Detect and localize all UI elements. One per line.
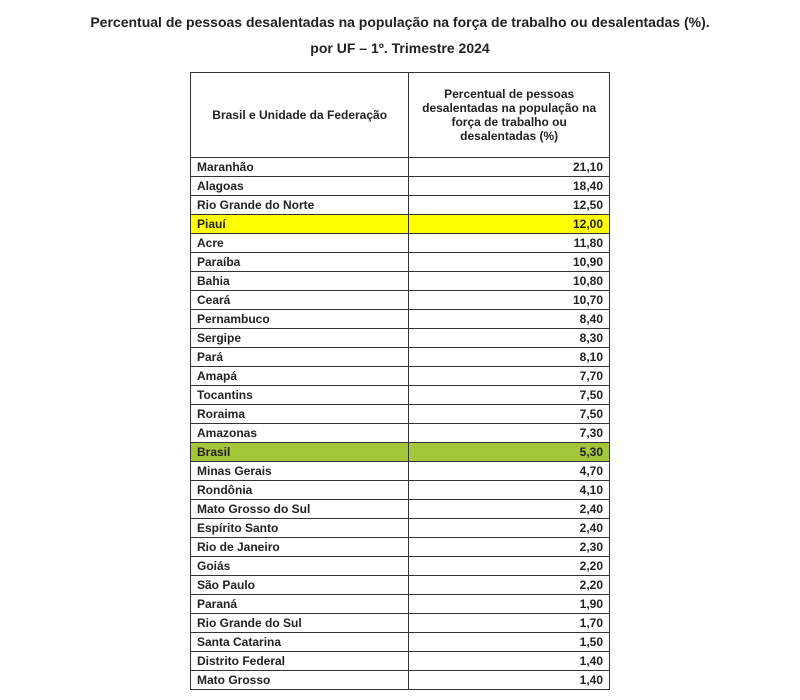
table-row: Rio de Janeiro2,30: [191, 538, 610, 557]
table-row: Maranhão21,10: [191, 158, 610, 177]
table-body: Maranhão21,10Alagoas18,40Rio Grande do N…: [191, 158, 610, 690]
row-value: 10,80: [409, 272, 610, 291]
row-value: 1,50: [409, 633, 610, 652]
row-name: Ceará: [191, 291, 409, 310]
row-value: 8,10: [409, 348, 610, 367]
table-row: São Paulo2,20: [191, 576, 610, 595]
row-value: 1,40: [409, 671, 610, 690]
row-name: Rio Grande do Sul: [191, 614, 409, 633]
row-value: 8,30: [409, 329, 610, 348]
row-value: 1,90: [409, 595, 610, 614]
row-value: 7,50: [409, 405, 610, 424]
table-row: Paraíba10,90: [191, 253, 610, 272]
row-value: 7,50: [409, 386, 610, 405]
table-header-row: Brasil e Unidade da Federação Percentual…: [191, 73, 610, 158]
row-value: 8,40: [409, 310, 610, 329]
row-name: Maranhão: [191, 158, 409, 177]
row-name: Minas Gerais: [191, 462, 409, 481]
row-value: 1,70: [409, 614, 610, 633]
table-row: Minas Gerais4,70: [191, 462, 610, 481]
table-row: Santa Catarina1,50: [191, 633, 610, 652]
table-row: Rio Grande do Norte12,50: [191, 196, 610, 215]
table-row: Paraná1,90: [191, 595, 610, 614]
row-name: Rondônia: [191, 481, 409, 500]
table-row: Tocantins7,50: [191, 386, 610, 405]
row-value: 2,40: [409, 500, 610, 519]
row-value: 2,20: [409, 557, 610, 576]
row-name: Pará: [191, 348, 409, 367]
row-name: Paraná: [191, 595, 409, 614]
col-header-name: Brasil e Unidade da Federação: [191, 73, 409, 158]
row-name: Goiás: [191, 557, 409, 576]
row-value: 12,00: [409, 215, 610, 234]
row-name: Bahia: [191, 272, 409, 291]
row-value: 2,30: [409, 538, 610, 557]
row-value: 1,40: [409, 652, 610, 671]
row-name: Sergipe: [191, 329, 409, 348]
table-row: Piauí12,00: [191, 215, 610, 234]
row-value: 4,70: [409, 462, 610, 481]
row-name: Alagoas: [191, 177, 409, 196]
row-value: 10,90: [409, 253, 610, 272]
row-name: Paraíba: [191, 253, 409, 272]
row-name: Espírito Santo: [191, 519, 409, 538]
row-name: Roraima: [191, 405, 409, 424]
row-name: Santa Catarina: [191, 633, 409, 652]
row-value: 18,40: [409, 177, 610, 196]
row-name: Piauí: [191, 215, 409, 234]
table-row: Ceará10,70: [191, 291, 610, 310]
row-name: Brasil: [191, 443, 409, 462]
table-row: Sergipe8,30: [191, 329, 610, 348]
row-value: 7,30: [409, 424, 610, 443]
row-value: 21,10: [409, 158, 610, 177]
table-row: Rondônia4,10: [191, 481, 610, 500]
table-row: Mato Grosso do Sul2,40: [191, 500, 610, 519]
row-name: Amapá: [191, 367, 409, 386]
row-value: 4,10: [409, 481, 610, 500]
row-name: Tocantins: [191, 386, 409, 405]
row-value: 10,70: [409, 291, 610, 310]
row-value: 11,80: [409, 234, 610, 253]
table-row: Brasil5,30: [191, 443, 610, 462]
table-row: Pernambuco8,40: [191, 310, 610, 329]
row-name: Acre: [191, 234, 409, 253]
table-row: Roraima7,50: [191, 405, 610, 424]
table-row: Alagoas18,40: [191, 177, 610, 196]
row-value: 7,70: [409, 367, 610, 386]
row-name: Rio Grande do Norte: [191, 196, 409, 215]
table-row: Acre11,80: [191, 234, 610, 253]
table-row: Bahia10,80: [191, 272, 610, 291]
table-row: Distrito Federal1,40: [191, 652, 610, 671]
row-name: Pernambuco: [191, 310, 409, 329]
row-value: 12,50: [409, 196, 610, 215]
page-title: Percentual de pessoas desalentadas na po…: [20, 14, 780, 30]
table-row: Amapá7,70: [191, 367, 610, 386]
row-name: Mato Grosso: [191, 671, 409, 690]
row-name: São Paulo: [191, 576, 409, 595]
row-name: Distrito Federal: [191, 652, 409, 671]
table-row: Goiás2,20: [191, 557, 610, 576]
data-table: Brasil e Unidade da Federação Percentual…: [190, 72, 610, 690]
row-name: Rio de Janeiro: [191, 538, 409, 557]
page-subtitle: por UF – 1º. Trimestre 2024: [20, 40, 780, 56]
row-value: 5,30: [409, 443, 610, 462]
table-row: Pará8,10: [191, 348, 610, 367]
table-row: Amazonas7,30: [191, 424, 610, 443]
table-row: Espírito Santo2,40: [191, 519, 610, 538]
col-header-value: Percentual de pessoas desalentadas na po…: [409, 73, 610, 158]
row-name: Amazonas: [191, 424, 409, 443]
row-value: 2,40: [409, 519, 610, 538]
table-row: Rio Grande do Sul1,70: [191, 614, 610, 633]
row-name: Mato Grosso do Sul: [191, 500, 409, 519]
table-row: Mato Grosso1,40: [191, 671, 610, 690]
row-value: 2,20: [409, 576, 610, 595]
